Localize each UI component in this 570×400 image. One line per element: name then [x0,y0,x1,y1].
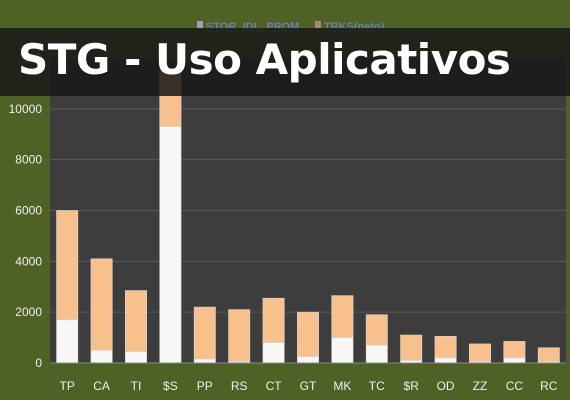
x-tick-label: CA [93,379,110,393]
x-tick-label: $S [163,379,178,393]
x-tick-label: TI [131,379,142,393]
title-banner [0,28,570,96]
bar-pp-series-2 [193,306,216,360]
x-tick-label: PP [197,379,213,393]
page-title: STG - Uso Aplicativos [18,35,511,84]
bar-tp-series-1 [56,319,79,364]
bar-ca-series-1 [90,349,113,364]
bar-sr-series-2 [400,334,423,361]
bar-ct-series-2 [262,297,285,343]
x-tick-label: CT [266,379,283,393]
bar-cc-series-2 [503,341,526,359]
x-tick-label: GT [300,379,317,393]
bar-cc-series-1 [503,357,526,364]
bar-tc-series-1 [365,344,388,364]
x-tick-label: ZZ [473,379,488,393]
bar-od-series-1 [434,357,457,364]
y-tick-label: 4000 [15,254,42,268]
legend-swatch-stor-idl-prom [197,21,203,29]
bar-ti-series-2 [125,290,147,352]
bar-gt-series-1 [297,356,319,364]
y-tick-label: 2000 [15,305,42,319]
x-tick-label: OD [437,379,455,393]
legend-swatch-trks-neto [315,21,321,29]
x-tick-label: TC [369,379,385,393]
y-tick-label: 6000 [15,204,42,218]
bar-rc-series-2 [537,347,560,363]
bar-ca-series-2 [90,258,113,351]
y-tick-label: 8000 [15,153,42,167]
bar-gt-series-2 [297,311,319,357]
bar-tp-series-2 [56,210,79,321]
bar-ti-series-1 [125,351,147,364]
bar-tc-series-2 [365,314,388,346]
bar-pp-series-1 [193,358,216,364]
bar-mk-series-2 [331,295,354,338]
x-tick-label: RC [540,379,558,393]
y-tick-label: 0 [35,356,42,370]
x-tick-label: TP [60,379,75,393]
x-tick-label: MK [333,379,351,393]
bar-mk-series-1 [331,337,354,364]
x-tick-label: RS [231,379,248,393]
bar-zz-series-2 [469,343,491,363]
y-tick-label: 10000 [9,102,43,116]
x-tick-label: CC [506,379,524,393]
bar-ct-series-1 [262,342,285,364]
bar-rs-series-2 [228,309,251,363]
x-tick-label: $R [404,379,420,393]
bar-ss-series-1 [159,126,182,364]
bar-od-series-2 [434,336,457,359]
